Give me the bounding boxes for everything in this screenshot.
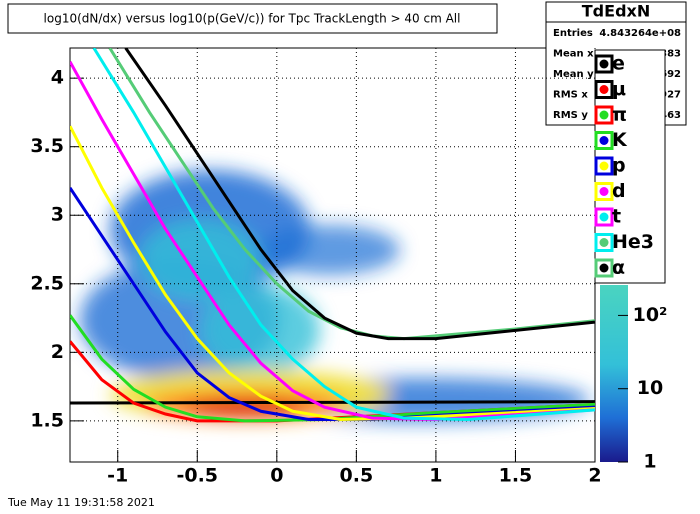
legend-box — [594, 80, 614, 99]
curve — [70, 125, 595, 422]
y-tick-label: 2.5 — [30, 272, 64, 294]
curve — [70, 314, 595, 423]
legend-marker — [599, 187, 609, 196]
z-tick-label: 1 — [643, 451, 656, 473]
legend-box — [594, 54, 614, 74]
legend-box — [594, 207, 614, 227]
x-tick-label: 1 — [429, 465, 442, 487]
legend-marker — [599, 110, 609, 120]
curves — [70, 48, 595, 423]
legend-label: t — [612, 206, 621, 228]
x-tick-label: 2 — [588, 465, 601, 487]
chart-title: log10(dN/dx) versus log10(p(GeV/c)) for … — [44, 12, 461, 26]
y-tick-label: 2 — [51, 341, 64, 363]
legend-label: He3 — [612, 231, 654, 253]
stats-label: Mean y — [553, 69, 594, 80]
legend-label: K — [612, 129, 628, 151]
legend-box — [594, 233, 614, 252]
curve — [108, 48, 595, 341]
curve — [124, 48, 595, 341]
y-tick-label: 3 — [51, 204, 64, 226]
legend-label: e — [612, 53, 625, 75]
stats-title: TdEdxN — [582, 2, 650, 21]
curve — [70, 400, 595, 405]
legend-label: π — [612, 104, 627, 126]
curve — [70, 60, 595, 422]
legend-marker — [599, 85, 609, 94]
z-tick-label: 10 — [637, 377, 663, 399]
y-tick-label: 1.5 — [30, 409, 64, 431]
title-box — [7, 3, 498, 34]
x-tick-label: 0 — [270, 465, 283, 487]
legend-marker — [599, 161, 609, 171]
stats-label: Entries — [553, 28, 593, 39]
stats-value: 4.843264e+08 — [599, 28, 681, 39]
stats-label: RMS x — [553, 90, 588, 101]
legend-label: d — [612, 180, 626, 202]
legend-marker — [599, 263, 609, 273]
curve — [92, 48, 595, 422]
stats-label: RMS y — [553, 110, 588, 121]
density-background — [80, 170, 590, 422]
legend-label: α — [612, 257, 625, 279]
legend-marker — [599, 136, 609, 145]
legend-marker — [599, 59, 609, 69]
legend-box — [594, 156, 614, 176]
legend-label: p — [612, 155, 626, 177]
legend-box — [594, 182, 614, 201]
z-tick-label: 10² — [633, 304, 668, 326]
x-tick-label: 0.5 — [340, 465, 374, 487]
y-tick-label: 4 — [51, 67, 64, 89]
y-tick-label: 3.5 — [30, 135, 64, 157]
legend-marker — [599, 238, 609, 247]
x-tick-label: 1.5 — [499, 465, 533, 487]
x-tick-label: -0.5 — [176, 465, 218, 487]
legend-box — [594, 105, 614, 125]
color-scale — [600, 285, 628, 462]
footer-date: Tue May 11 19:31:58 2021 — [7, 496, 155, 509]
legend-marker — [599, 212, 609, 222]
legend-label: μ — [612, 78, 626, 100]
x-tick-label: -1 — [107, 465, 128, 487]
legend-box — [594, 131, 614, 150]
legend-box — [594, 258, 614, 278]
stats-label: Mean x — [553, 49, 594, 60]
